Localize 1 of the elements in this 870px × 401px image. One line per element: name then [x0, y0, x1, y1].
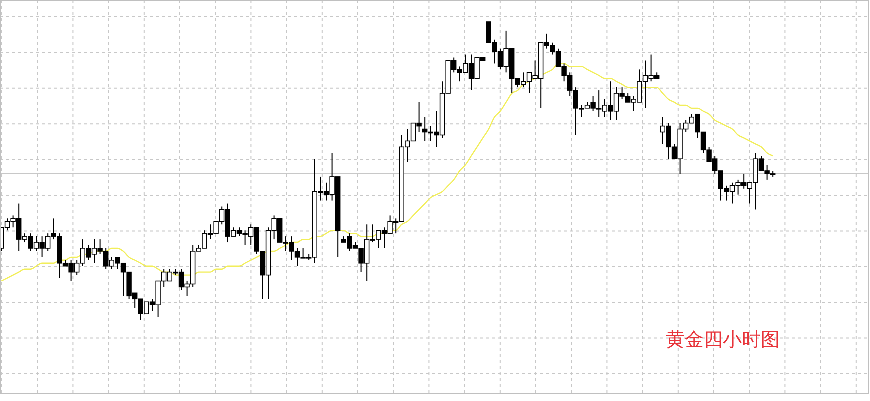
text: 黄金四小时图 — [666, 330, 780, 351]
